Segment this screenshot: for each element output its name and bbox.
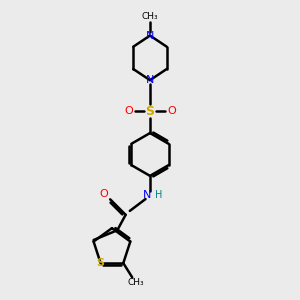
Text: O: O	[100, 189, 109, 199]
Text: H: H	[155, 190, 163, 200]
Text: N: N	[146, 31, 154, 40]
Text: CH₃: CH₃	[142, 12, 158, 21]
Text: N: N	[146, 75, 154, 85]
Text: S: S	[146, 105, 154, 118]
Text: O: O	[167, 106, 176, 116]
Text: S: S	[97, 258, 105, 268]
Text: N: N	[143, 190, 151, 200]
Text: O: O	[124, 106, 133, 116]
Text: CH₃: CH₃	[128, 278, 144, 287]
